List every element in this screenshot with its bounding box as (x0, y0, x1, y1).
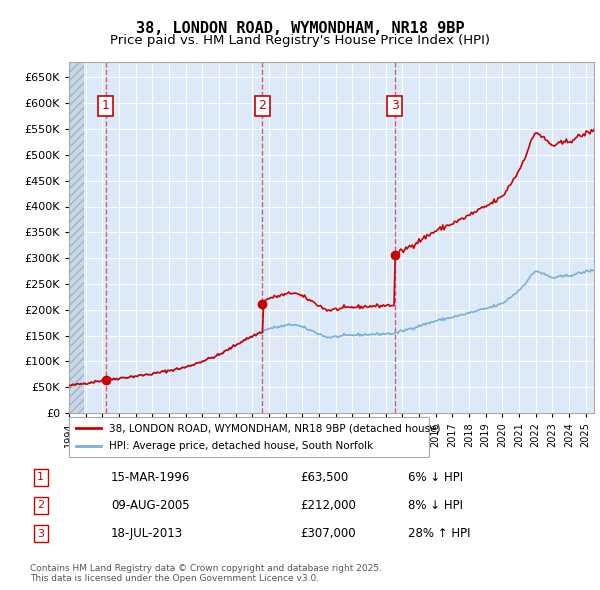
Text: £212,000: £212,000 (300, 499, 356, 512)
38, LONDON ROAD, WYMONDHAM, NR18 9BP (detached house) (588, 126, 595, 133)
Text: Contains HM Land Registry data © Crown copyright and database right 2025.
This d: Contains HM Land Registry data © Crown c… (30, 563, 382, 583)
38, LONDON ROAD, WYMONDHAM, NR18 9BP (detached house) (67, 382, 74, 389)
HPI: Average price, detached house, South Norfolk: (2e+03, 1.38e+05): Average price, detached house, South Nor… (238, 338, 245, 345)
Text: 38, LONDON ROAD, WYMONDHAM, NR18 9BP (detached house): 38, LONDON ROAD, WYMONDHAM, NR18 9BP (de… (109, 424, 440, 434)
38, LONDON ROAD, WYMONDHAM, NR18 9BP (detached house) (590, 126, 598, 133)
Text: 6% ↓ HPI: 6% ↓ HPI (408, 471, 463, 484)
Text: 18-JUL-2013: 18-JUL-2013 (111, 527, 183, 540)
Text: 2: 2 (259, 99, 266, 112)
Text: Price paid vs. HM Land Registry's House Price Index (HPI): Price paid vs. HM Land Registry's House … (110, 34, 490, 47)
38, LONDON ROAD, WYMONDHAM, NR18 9BP (detached house) (130, 374, 137, 381)
Line: 38, LONDON ROAD, WYMONDHAM, NR18 9BP (detached house): 38, LONDON ROAD, WYMONDHAM, NR18 9BP (de… (69, 130, 594, 386)
HPI: Average price, detached house, South Norfolk: (2.03e+03, 2.77e+05): Average price, detached house, South Nor… (590, 266, 598, 273)
38, LONDON ROAD, WYMONDHAM, NR18 9BP (detached house) (275, 292, 282, 299)
HPI: Average price, detached house, South Norfolk: (2.02e+03, 1.83e+05): Average price, detached house, South Nor… (446, 314, 453, 322)
HPI: Average price, detached house, South Norfolk: (2e+03, 6.86e+04): Average price, detached house, South Nor… (130, 374, 137, 381)
Text: 2: 2 (37, 500, 44, 510)
Text: 15-MAR-1996: 15-MAR-1996 (111, 471, 190, 484)
FancyBboxPatch shape (69, 417, 429, 457)
Text: 3: 3 (391, 99, 398, 112)
Bar (69, 62, 84, 413)
Text: 28% ↑ HPI: 28% ↑ HPI (408, 527, 470, 540)
Text: 1: 1 (102, 99, 110, 112)
38, LONDON ROAD, WYMONDHAM, NR18 9BP (detached house) (238, 338, 245, 345)
Text: 09-AUG-2005: 09-AUG-2005 (111, 499, 190, 512)
HPI: Average price, detached house, South Norfolk: (1.99e+03, 5.28e+04): Average price, detached house, South Nor… (67, 382, 74, 389)
HPI: Average price, detached house, South Norfolk: (2.02e+03, 1.85e+05): Average price, detached house, South Nor… (448, 314, 455, 321)
Text: £307,000: £307,000 (300, 527, 356, 540)
Text: £63,500: £63,500 (300, 471, 348, 484)
38, LONDON ROAD, WYMONDHAM, NR18 9BP (detached house) (446, 222, 453, 229)
HPI: Average price, detached house, South Norfolk: (2.03e+03, 2.78e+05): Average price, detached house, South Nor… (588, 266, 595, 273)
Text: HPI: Average price, detached house, South Norfolk: HPI: Average price, detached house, Sout… (109, 441, 373, 451)
38, LONDON ROAD, WYMONDHAM, NR18 9BP (detached house) (65, 382, 73, 389)
HPI: Average price, detached house, South Norfolk: (2.01e+03, 1.68e+05): Average price, detached house, South Nor… (275, 323, 282, 330)
HPI: Average price, detached house, South Norfolk: (1.99e+03, 5.32e+04): Average price, detached house, South Nor… (65, 382, 73, 389)
HPI: Average price, detached house, South Norfolk: (2.01e+03, 1.61e+05): Average price, detached house, South Nor… (397, 327, 404, 334)
Text: 8% ↓ HPI: 8% ↓ HPI (408, 499, 463, 512)
Text: 38, LONDON ROAD, WYMONDHAM, NR18 9BP: 38, LONDON ROAD, WYMONDHAM, NR18 9BP (136, 21, 464, 35)
38, LONDON ROAD, WYMONDHAM, NR18 9BP (detached house) (397, 245, 404, 253)
Line: HPI: Average price, detached house, South Norfolk: HPI: Average price, detached house, Sout… (69, 270, 594, 386)
38, LONDON ROAD, WYMONDHAM, NR18 9BP (detached house) (448, 221, 455, 228)
Text: 1: 1 (37, 472, 44, 482)
Text: 3: 3 (37, 529, 44, 539)
